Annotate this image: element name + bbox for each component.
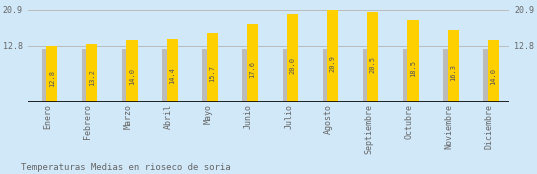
Bar [367,12,379,102]
Bar [287,14,298,102]
Text: 20.0: 20.0 [289,57,295,74]
Bar [202,49,208,102]
Bar [408,21,419,102]
Text: 16.3: 16.3 [450,64,456,81]
Bar [403,49,409,102]
Text: 18.5: 18.5 [410,60,416,77]
Bar [447,30,459,102]
Bar [247,25,258,102]
Bar [443,49,449,102]
Bar [86,44,98,102]
Bar [82,49,88,102]
Bar [483,49,489,102]
Bar [42,49,47,102]
Bar [363,49,368,102]
Text: 20.9: 20.9 [330,55,336,72]
Text: 12.8: 12.8 [49,70,55,87]
Text: 14.4: 14.4 [169,67,175,84]
Bar [162,49,168,102]
Text: 14.0: 14.0 [129,68,135,85]
Text: Temperaturas Medias en rioseco de soria: Temperaturas Medias en rioseco de soria [21,163,231,172]
Bar [46,46,57,102]
Text: 17.6: 17.6 [250,61,256,78]
Bar [323,49,328,102]
Bar [282,49,288,102]
Bar [488,40,499,102]
Text: 15.7: 15.7 [209,65,215,82]
Bar [166,39,178,102]
Text: 14.0: 14.0 [490,68,496,85]
Text: 13.2: 13.2 [89,69,95,86]
Bar [327,10,338,102]
Bar [126,40,137,102]
Bar [122,49,128,102]
Bar [207,33,218,102]
Text: 20.5: 20.5 [370,56,376,73]
Bar [242,49,248,102]
